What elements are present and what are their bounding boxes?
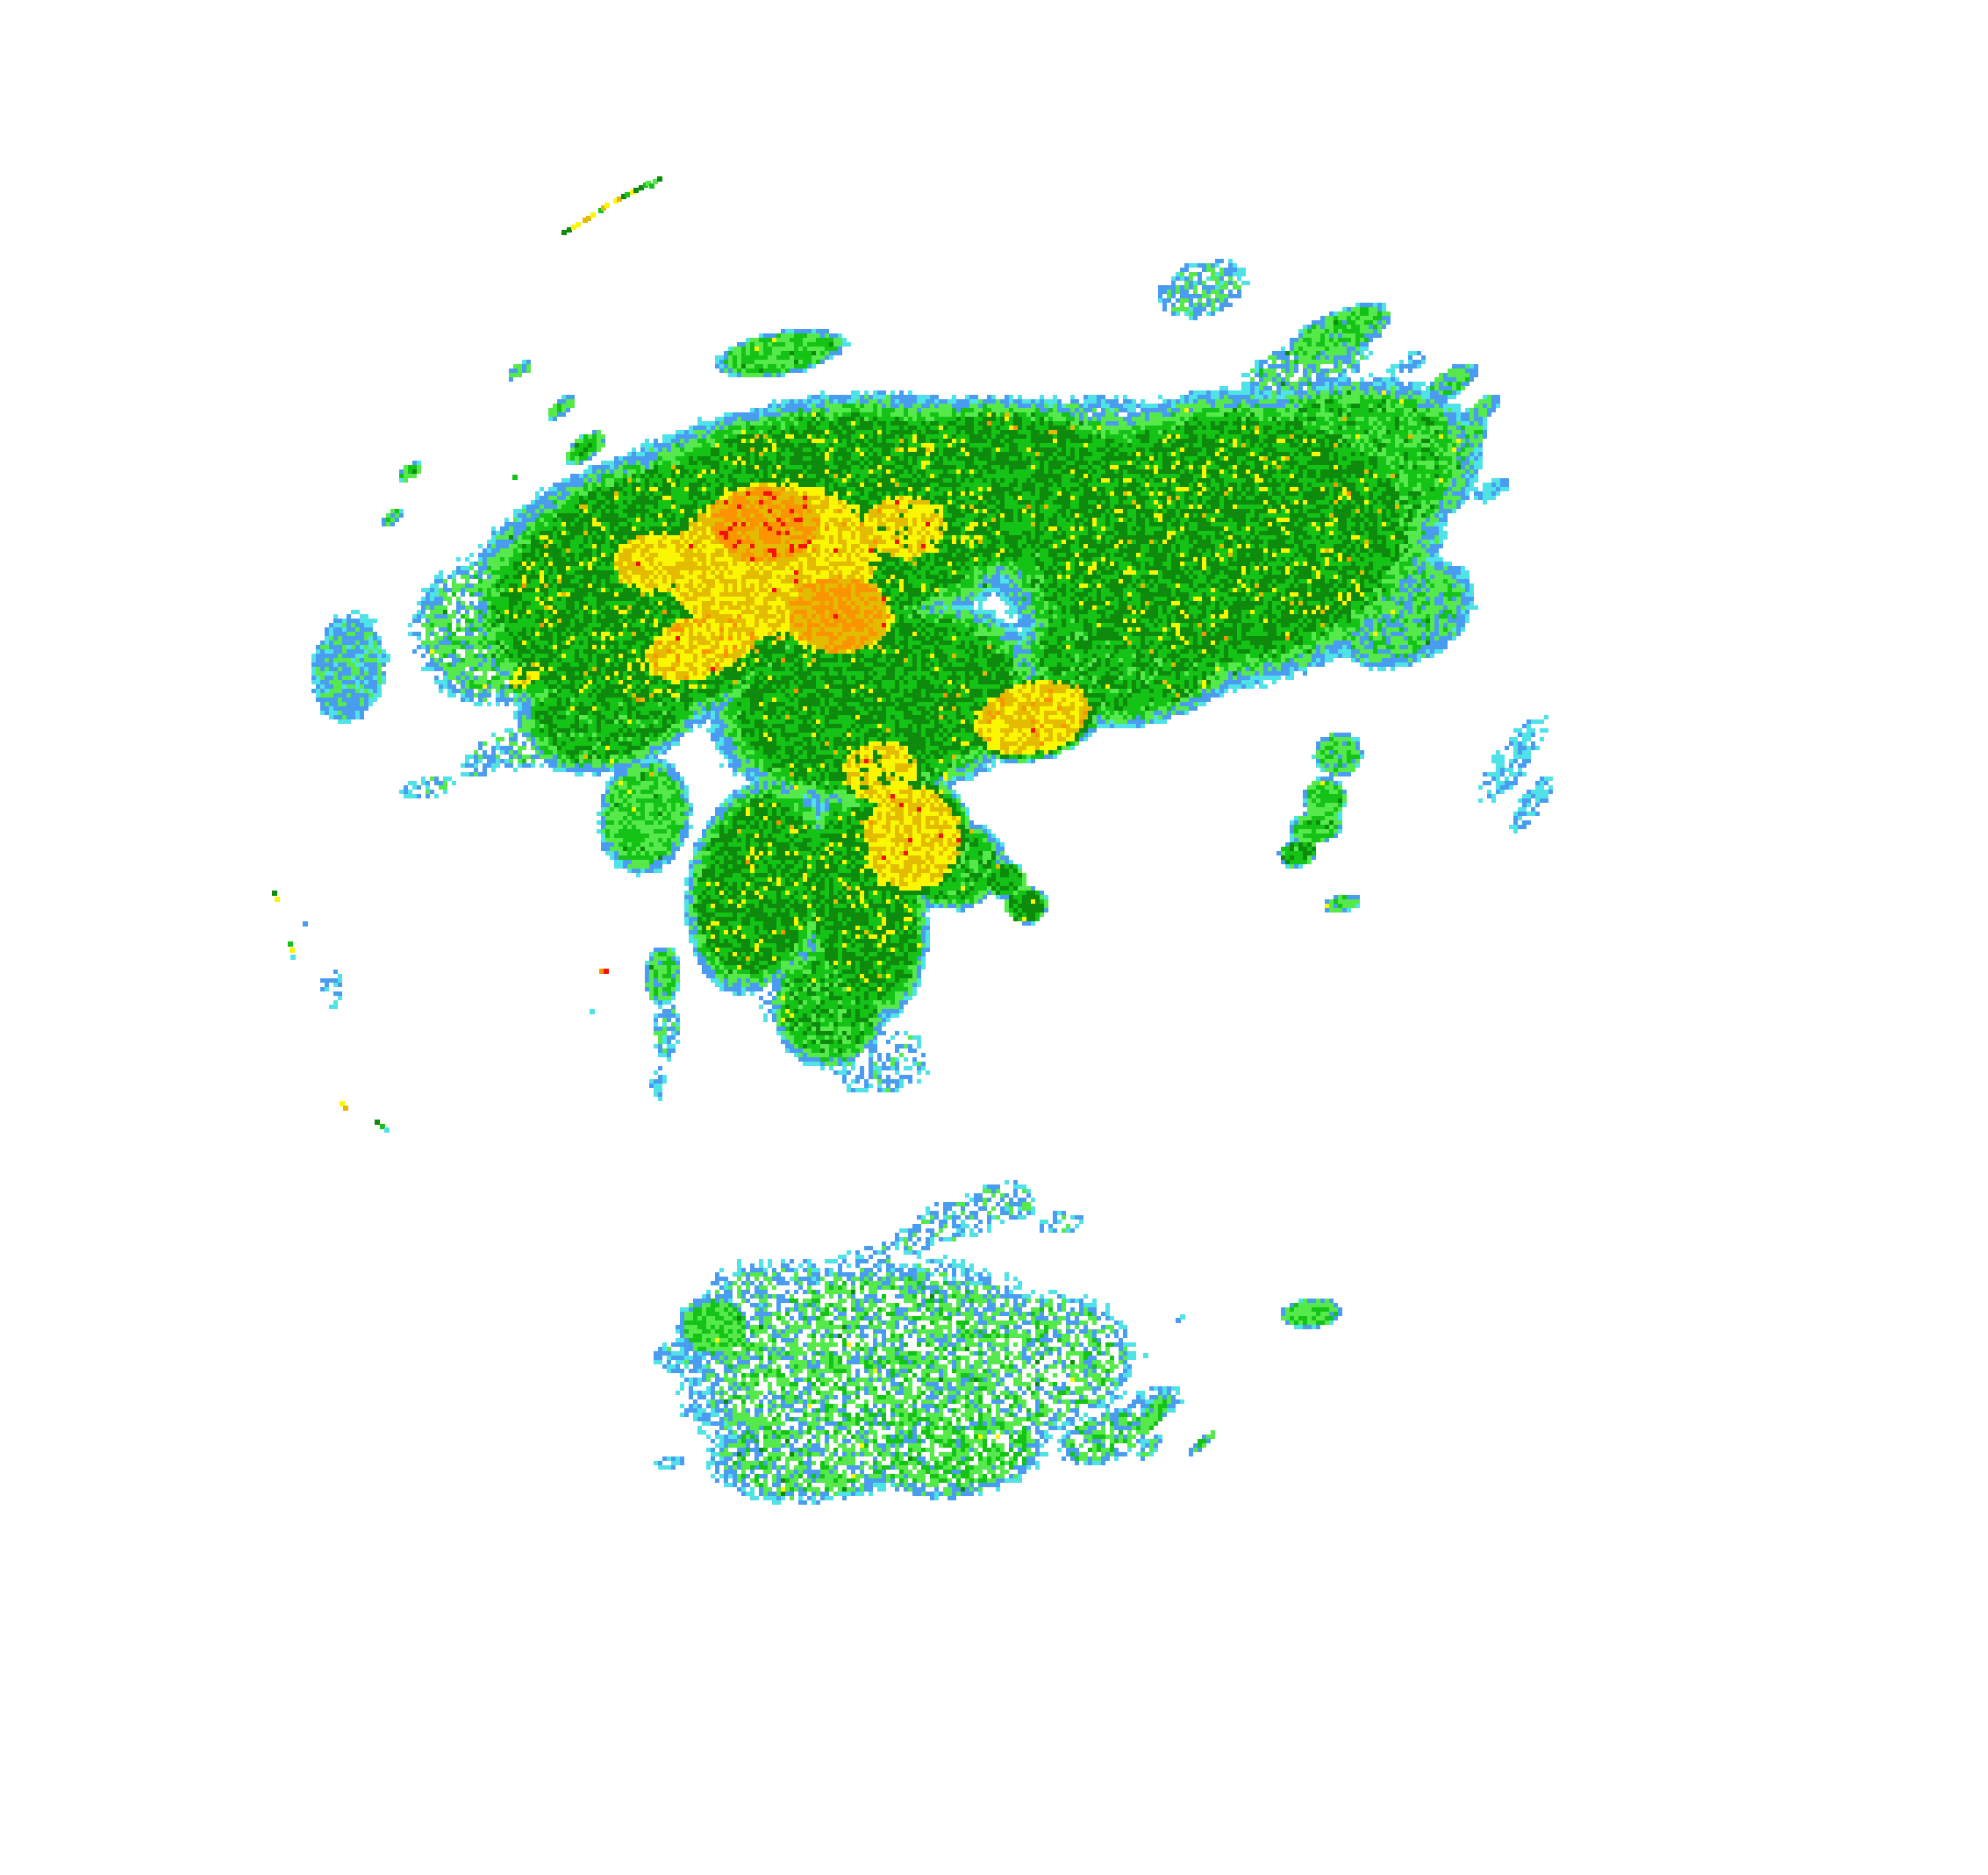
weather-radar-image [0,0,1988,1875]
radar-reflectivity-canvas [0,0,1988,1875]
